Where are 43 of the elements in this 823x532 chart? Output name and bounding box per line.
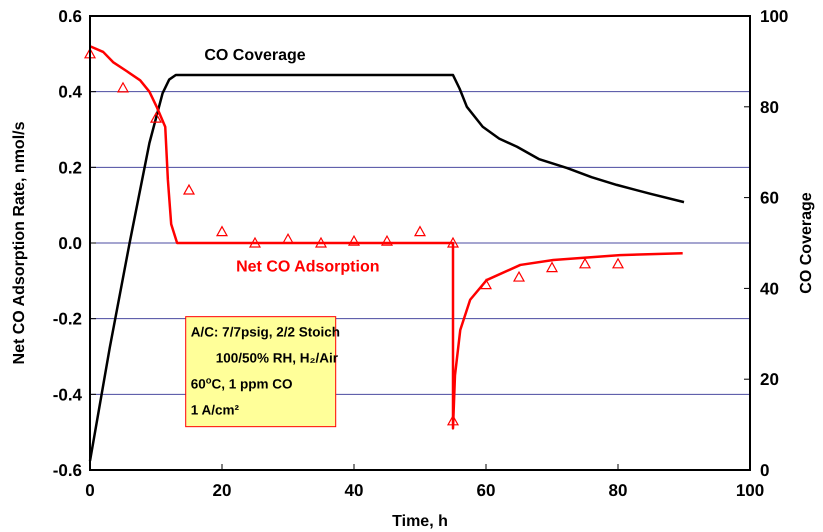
point: [579, 258, 591, 268]
point: [117, 82, 129, 92]
point: [513, 271, 525, 282]
x-tick-label: 0: [85, 481, 95, 500]
point: [84, 48, 96, 58]
point: [249, 237, 261, 248]
point: [150, 112, 162, 123]
annotation: 1 A/cm²: [190, 402, 240, 418]
point: [447, 237, 459, 248]
y-tick-label: -0.4: [52, 385, 83, 404]
series-label: Net CO Adsorption: [236, 258, 380, 276]
y2-tick-label: 80: [760, 98, 779, 117]
x-tick-label: 80: [608, 481, 628, 500]
y-tick-label: -0.2: [52, 310, 82, 329]
point: [480, 279, 492, 290]
point: [348, 236, 360, 246]
y2-tick-label: 20: [760, 370, 779, 390]
x-tick-label: 60: [476, 481, 496, 500]
point: [414, 226, 426, 236]
x-axis-title: Time, h: [392, 513, 448, 530]
x-tick-label: 20: [212, 481, 232, 500]
y-tick-label: -0.6: [52, 461, 82, 480]
series-label: CO Coverage: [204, 46, 306, 64]
point: [546, 262, 558, 272]
y-tick-label: 0.0: [58, 234, 82, 253]
annotation: 60$^{o}$C, 1 ppm CO: [190, 375, 293, 392]
y-axis-title: Net CO Adsorption Rate, nmol/s: [11, 121, 28, 364]
y-tick-label: 0.2: [58, 158, 82, 178]
point: [183, 184, 195, 195]
point: [315, 237, 327, 248]
point: [612, 258, 624, 268]
point: [381, 236, 393, 246]
point: [447, 415, 459, 426]
y2-tick-label: 100: [760, 7, 788, 26]
y2-tick-label: 40: [760, 279, 779, 298]
point: [216, 226, 228, 236]
y-tick-label: 0.6: [58, 7, 82, 26]
x-tick-label: 40: [344, 481, 364, 500]
y-tick-label: 0.4: [58, 82, 83, 102]
x-tick-label: 100: [736, 481, 764, 500]
y2-tick-label: 60: [760, 188, 779, 208]
y2-axis-title: CO Coverage: [798, 192, 815, 294]
y2-tick-label: 0: [760, 461, 770, 480]
